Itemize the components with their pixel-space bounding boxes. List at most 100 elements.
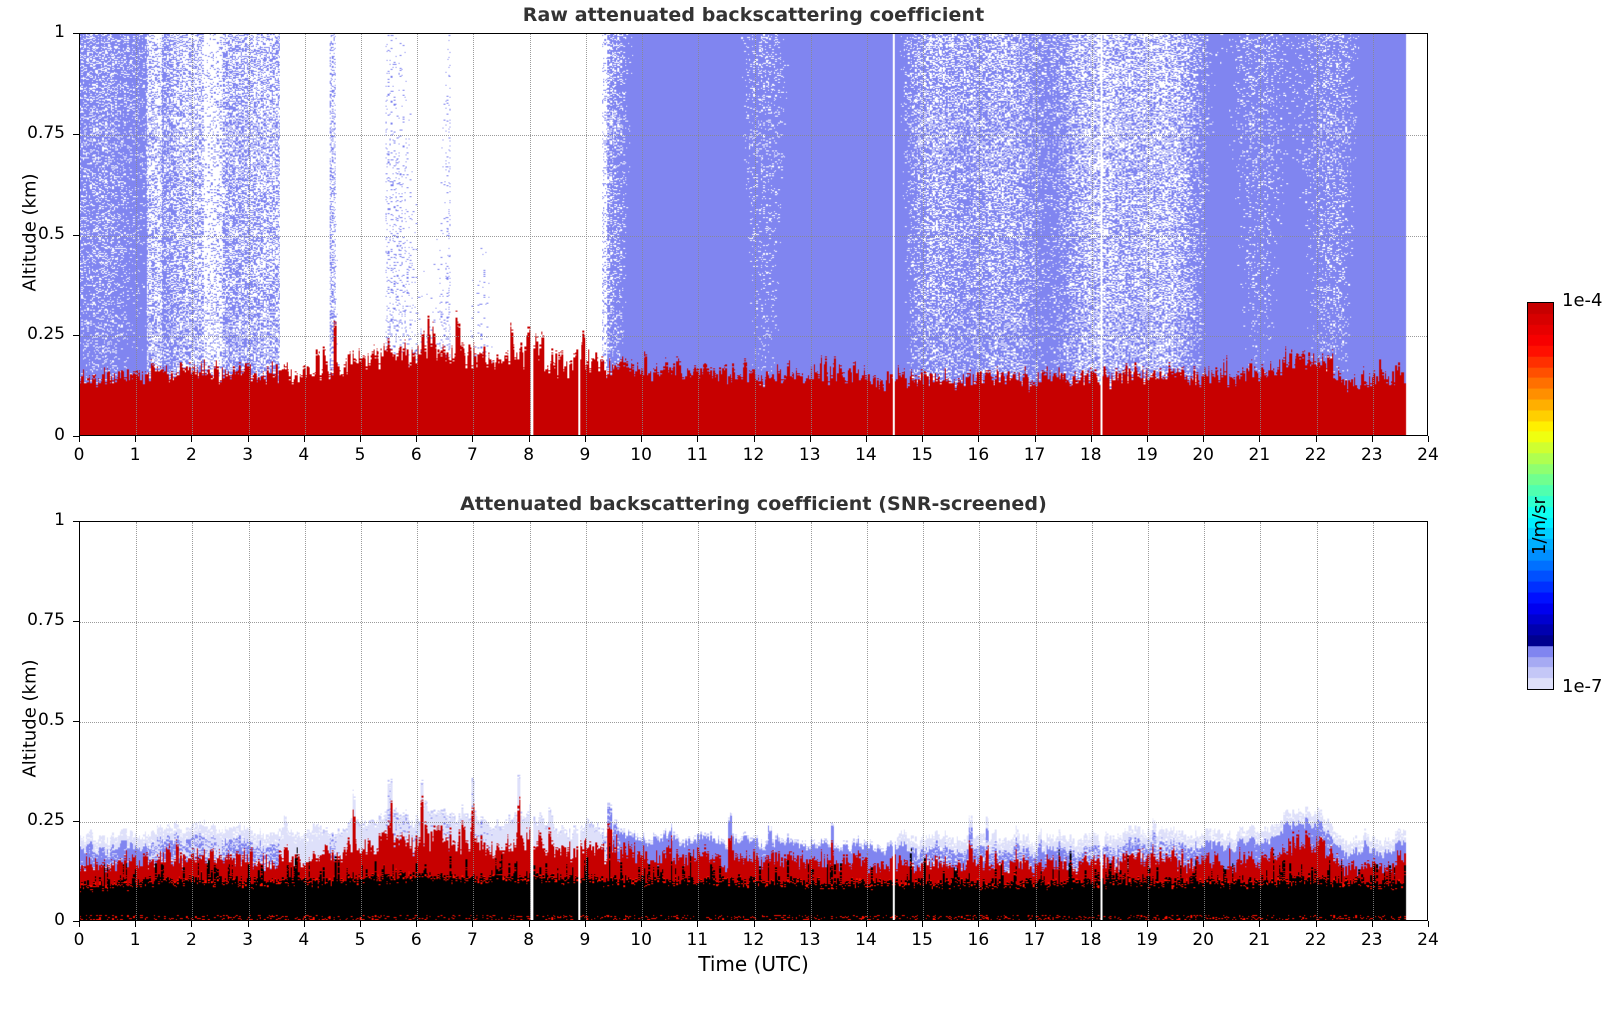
x-tick-label: 1 [129, 445, 141, 465]
x-tick-mark [865, 921, 867, 927]
y-tick-label: 0.75 [27, 122, 65, 143]
x-tick-label: 16 [967, 930, 990, 950]
x-tick-mark [360, 921, 362, 927]
x-tick-mark [191, 436, 193, 442]
x-tick-label: 15 [911, 445, 933, 465]
x-tick-mark [809, 436, 811, 442]
x-tick-mark [360, 436, 362, 442]
y-tick-label: 0.25 [27, 324, 65, 345]
x-tick-label: 1 [129, 930, 141, 950]
y-axis-label-raw: Altitude (km) [19, 173, 41, 292]
heatmap-snr [80, 522, 1427, 920]
x-tick-label: 16 [967, 445, 990, 465]
x-tick-mark [1259, 436, 1261, 442]
x-tick-label: 13 [798, 930, 821, 950]
x-tick-mark [1146, 921, 1148, 927]
x-tick-mark [247, 921, 249, 927]
x-tick-mark [1371, 436, 1373, 442]
x-tick-label: 4 [298, 445, 310, 465]
y-tick-mark [73, 33, 79, 34]
x-tick-label: 11 [686, 445, 709, 465]
x-tick-mark [1428, 436, 1429, 442]
x-tick-mark [191, 921, 193, 927]
x-tick-mark [303, 921, 305, 927]
plot-axes-raw[interactable] [79, 33, 1428, 436]
x-tick-mark [1203, 921, 1205, 927]
y-tick-label: 1 [54, 510, 65, 530]
x-tick-label: 9 [579, 445, 591, 465]
colorbar-max-label: 1e-4 [1562, 290, 1603, 311]
x-tick-mark [135, 921, 137, 927]
x-tick-label: 17 [1023, 445, 1046, 465]
heatmap-raw [80, 34, 1427, 435]
x-tick-mark [922, 921, 924, 927]
x-tick-mark [697, 921, 699, 927]
x-tick-label: 4 [298, 930, 310, 950]
x-tick-mark [753, 921, 755, 927]
x-tick-label: 22 [1304, 930, 1327, 950]
x-tick-label: 0 [73, 445, 85, 465]
x-tick-label: 15 [911, 930, 933, 950]
x-tick-mark [641, 921, 643, 927]
x-tick-mark [978, 921, 980, 927]
x-tick-label: 13 [798, 445, 821, 465]
y-tick-label: 0.5 [37, 710, 65, 730]
x-tick-mark [641, 436, 643, 442]
x-tick-mark [922, 436, 924, 442]
x-tick-label: 24 [1417, 930, 1439, 950]
x-tick-label: 11 [686, 930, 709, 950]
x-tick-label: 18 [1079, 445, 1102, 465]
y-tick-mark [73, 335, 79, 337]
x-tick-mark [978, 436, 980, 442]
x-tick-label: 18 [1079, 930, 1102, 950]
x-tick-label: 21 [1248, 930, 1271, 950]
x-tick-label: 7 [467, 445, 478, 465]
x-tick-label: 8 [523, 445, 535, 465]
x-tick-mark [1428, 921, 1429, 927]
x-tick-mark [472, 921, 474, 927]
x-tick-mark [809, 921, 811, 927]
y-tick-mark [73, 921, 79, 922]
y-tick-label: 0 [54, 425, 65, 445]
x-tick-label: 9 [579, 930, 591, 950]
x-tick-label: 3 [242, 930, 254, 950]
y-tick-mark [73, 436, 79, 437]
x-tick-mark [1315, 436, 1317, 442]
x-tick-label: 12 [742, 930, 765, 950]
x-tick-label: 0 [73, 930, 85, 950]
x-tick-mark [247, 436, 249, 442]
plot-axes-snr[interactable] [79, 521, 1428, 921]
y-tick-label: 1 [54, 22, 65, 42]
x-tick-mark [1203, 436, 1205, 442]
x-tick-label: 19 [1136, 930, 1158, 950]
x-tick-mark [1034, 436, 1036, 442]
x-axis-label: Time (UTC) [698, 952, 809, 976]
x-tick-label: 21 [1248, 445, 1271, 465]
x-tick-label: 10 [630, 930, 652, 950]
x-tick-label: 12 [742, 445, 765, 465]
x-tick-mark [1315, 921, 1317, 927]
x-tick-mark [135, 436, 137, 442]
x-tick-label: 5 [354, 930, 366, 950]
x-tick-label: 3 [242, 445, 254, 465]
x-tick-label: 2 [185, 930, 197, 950]
y-tick-mark [73, 234, 79, 236]
x-tick-mark [528, 436, 530, 442]
x-tick-label: 19 [1136, 445, 1158, 465]
x-tick-label: 6 [410, 445, 422, 465]
x-tick-label: 5 [354, 445, 366, 465]
x-tick-label: 23 [1360, 445, 1383, 465]
x-tick-label: 14 [855, 445, 877, 465]
x-tick-mark [303, 436, 305, 442]
x-tick-mark [584, 436, 586, 442]
colorbar-min-label: 1e-7 [1562, 676, 1603, 697]
y-tick-mark [73, 133, 79, 135]
x-tick-label: 14 [855, 930, 877, 950]
y-tick-label: 0 [54, 910, 65, 930]
y-tick-label: 0.75 [27, 610, 65, 630]
x-tick-label: 7 [467, 930, 478, 950]
x-tick-mark [416, 921, 418, 927]
y-tick-mark [73, 721, 79, 722]
x-tick-mark [472, 436, 474, 442]
